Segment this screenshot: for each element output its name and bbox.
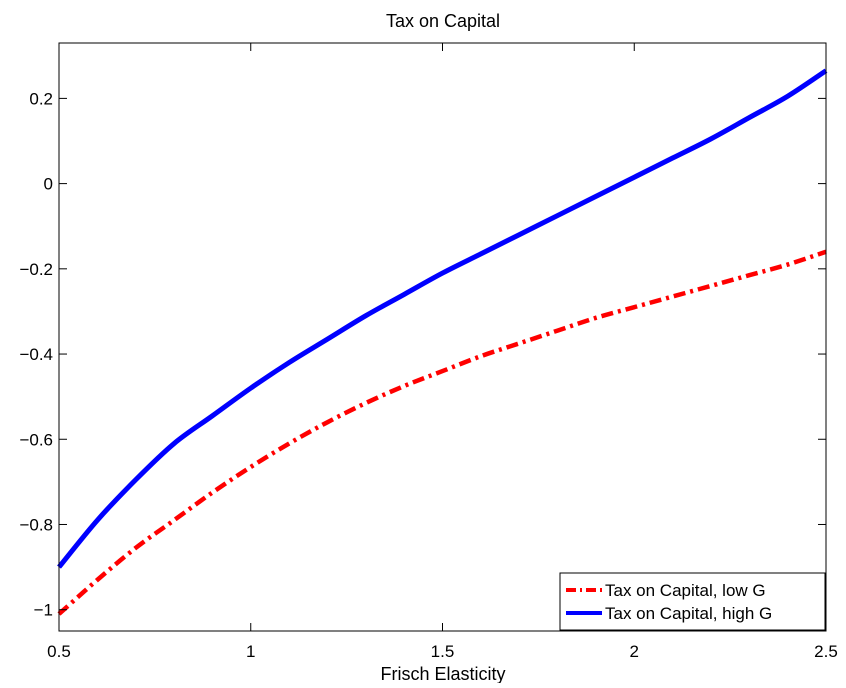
x-tick-label: 1	[246, 642, 255, 661]
x-axis-title: Frisch Elasticity	[380, 664, 505, 683]
legend-label-low-g: Tax on Capital, low G	[605, 581, 766, 600]
plot-frame	[58, 42, 827, 632]
legend: Tax on Capital, low G Tax on Capital, hi…	[559, 572, 826, 631]
y-tick-label: −1	[34, 601, 53, 620]
y-tick-label: −0.6	[19, 430, 53, 449]
y-tick-label: 0	[44, 175, 53, 194]
x-tick-label: 0.5	[47, 642, 71, 661]
tick-layer: 0.5 1 1.5 2 2.5 −1 −0.8 −0.6 −0.4 −0.2 0 0.2	[19, 43, 838, 661]
y-tick-label: −0.2	[19, 260, 53, 279]
legend-box	[559, 572, 826, 631]
y-tick-label: −0.4	[19, 345, 53, 364]
y-tick-label: −0.8	[19, 515, 53, 534]
series-layer	[57, 68, 828, 616]
series-line-high-g	[57, 68, 828, 569]
series-line-low-g	[57, 249, 827, 616]
x-tick-label: 1.5	[431, 642, 455, 661]
x-tick-label: 2	[630, 642, 639, 661]
y-tick-label: 0.2	[29, 89, 53, 108]
chart-title: Tax on Capital	[386, 11, 500, 31]
legend-label-high-g: Tax on Capital, high G	[605, 604, 772, 623]
x-tick-label: 2.5	[814, 642, 838, 661]
